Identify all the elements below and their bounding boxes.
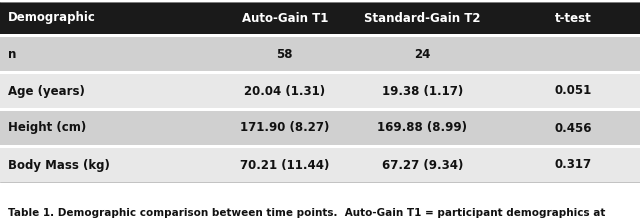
Text: Body Mass (kg): Body Mass (kg) (8, 159, 109, 172)
Text: 19.38 (1.17): 19.38 (1.17) (382, 84, 463, 97)
Bar (0, 37, 640, 71)
Text: 171.90 (8.27): 171.90 (8.27) (240, 121, 330, 134)
Text: 0.456: 0.456 (554, 121, 591, 134)
Bar (0, 111, 640, 145)
Text: 0.051: 0.051 (554, 84, 591, 97)
Text: 67.27 (9.34): 67.27 (9.34) (381, 159, 463, 172)
Text: Table 1. Demographic comparison between time points.  Auto-Gain T1 = participant: Table 1. Demographic comparison between … (8, 208, 605, 218)
Text: Demographic: Demographic (8, 11, 95, 24)
Bar (0, 145, 640, 148)
Text: Standard-Gain T2: Standard-Gain T2 (364, 11, 481, 24)
Bar (0, 202, 640, 224)
Text: 58: 58 (276, 47, 293, 60)
Text: Age (years): Age (years) (8, 84, 84, 97)
Bar (0, 108, 640, 111)
Bar (0, 185, 640, 202)
Bar (0, 148, 640, 182)
Text: 169.88 (8.99): 169.88 (8.99) (378, 121, 467, 134)
Text: n: n (8, 47, 16, 60)
Text: Auto-Gain T1: Auto-Gain T1 (242, 11, 328, 24)
Bar (0, 74, 640, 108)
Text: 0.317: 0.317 (554, 159, 591, 172)
Bar (0, 34, 640, 37)
Text: 20.04 (1.31): 20.04 (1.31) (244, 84, 325, 97)
Text: Height (cm): Height (cm) (8, 121, 86, 134)
Bar (0, 71, 640, 74)
Bar (0, 182, 640, 185)
Bar (0, 2, 640, 34)
Text: 70.21 (11.44): 70.21 (11.44) (240, 159, 330, 172)
Text: t-test: t-test (554, 11, 591, 24)
Text: 24: 24 (414, 47, 431, 60)
